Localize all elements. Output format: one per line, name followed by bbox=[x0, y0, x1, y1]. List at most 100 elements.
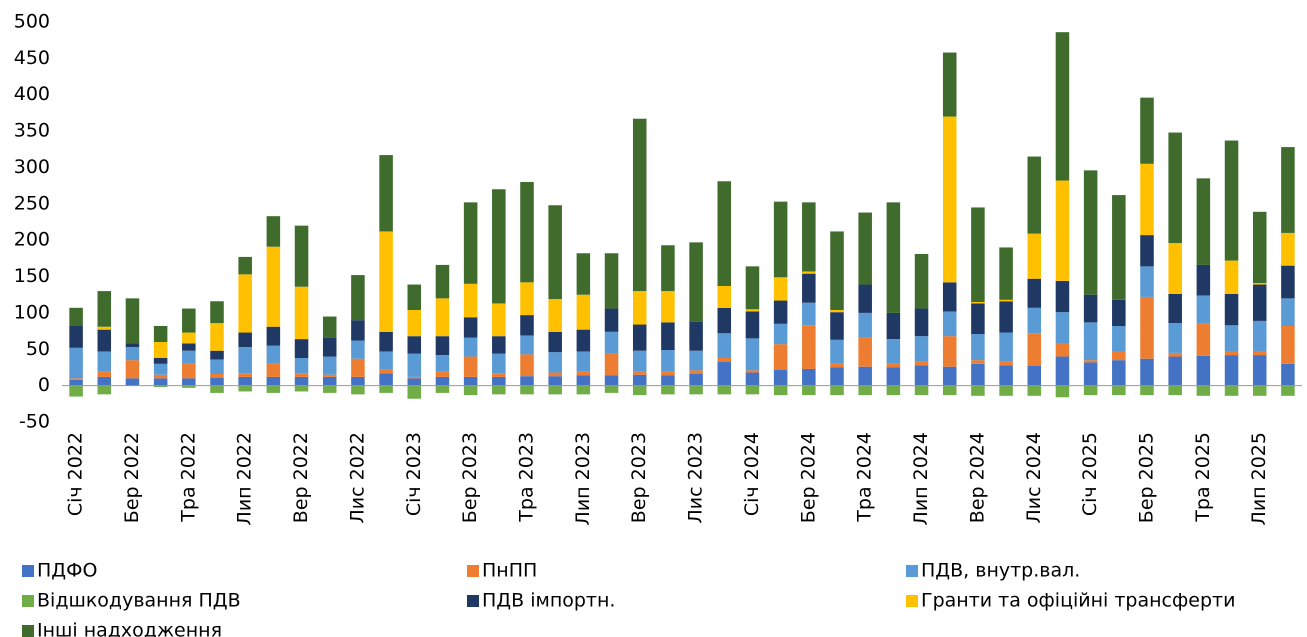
bar-segment bbox=[1168, 385, 1182, 396]
bar-segment bbox=[1224, 294, 1239, 326]
y-tick-label: 250 bbox=[14, 192, 50, 214]
bar-segment bbox=[548, 385, 562, 395]
bar-segment bbox=[1252, 320, 1267, 352]
bar-segment bbox=[1224, 140, 1239, 261]
x-tick-label: Лип 2024 bbox=[910, 432, 932, 525]
bar-segment bbox=[1112, 351, 1126, 361]
bar-segment bbox=[463, 202, 478, 284]
bar-segment bbox=[802, 325, 816, 369]
bar-segment bbox=[463, 356, 478, 377]
bar-segment bbox=[210, 359, 224, 374]
bar-segment bbox=[379, 331, 393, 352]
bar-segment bbox=[69, 378, 83, 380]
bar-segment bbox=[322, 356, 337, 375]
bar-segment bbox=[435, 371, 450, 377]
bar-segment bbox=[463, 337, 478, 357]
bar-segment bbox=[802, 385, 816, 396]
bar-segment bbox=[238, 332, 252, 348]
bar-segment bbox=[266, 385, 281, 393]
bar-segment bbox=[97, 326, 112, 330]
bar-segment bbox=[266, 246, 281, 327]
bar-segment bbox=[1140, 296, 1154, 359]
x-tick-label: Тра 2024 bbox=[854, 432, 876, 523]
bar-segment bbox=[858, 385, 872, 396]
bar-segment bbox=[632, 371, 647, 375]
bar-segment bbox=[886, 367, 901, 386]
bar-segment bbox=[830, 231, 844, 310]
bar-segment bbox=[548, 331, 562, 353]
bar-segment bbox=[745, 370, 760, 373]
bar-segment bbox=[717, 286, 732, 308]
bar-segment bbox=[604, 331, 619, 354]
bar-segment bbox=[717, 181, 732, 286]
bar-segment bbox=[661, 385, 675, 395]
bar-segment bbox=[1055, 312, 1070, 344]
bar-segment bbox=[1140, 358, 1154, 386]
bar-segment bbox=[1027, 233, 1042, 279]
bar-segment bbox=[773, 201, 788, 278]
bar-segment bbox=[351, 340, 365, 359]
x-tick-label: Бер 2023 bbox=[459, 432, 481, 523]
bar-segment bbox=[238, 256, 252, 275]
bar-segment bbox=[773, 344, 788, 370]
bar-segment bbox=[435, 264, 450, 299]
bar-segment bbox=[463, 283, 478, 318]
bar-segment bbox=[182, 332, 196, 344]
bar-segment bbox=[463, 385, 478, 396]
y-tick-label: 450 bbox=[14, 47, 50, 69]
bar-segment bbox=[576, 375, 591, 386]
bar-segment bbox=[1140, 385, 1154, 396]
bar-segment bbox=[999, 385, 1013, 396]
bar-segment bbox=[1055, 180, 1070, 281]
bar-segment bbox=[1055, 280, 1070, 313]
bar-segment bbox=[689, 321, 703, 351]
bar-segment bbox=[210, 377, 224, 386]
bar-segment bbox=[1140, 266, 1154, 297]
bar-segment bbox=[773, 385, 788, 396]
bar-segment bbox=[322, 337, 337, 357]
bar-segment bbox=[830, 363, 844, 368]
bar-segment bbox=[322, 316, 337, 338]
legend-label: ПДФО bbox=[37, 560, 97, 582]
bar-segment bbox=[1224, 260, 1239, 294]
bar-segment bbox=[689, 242, 703, 322]
bar-segment bbox=[407, 378, 422, 386]
bar-segment bbox=[1083, 362, 1098, 386]
bar-segment bbox=[435, 385, 450, 393]
bar-segment bbox=[942, 116, 957, 283]
bar-segment bbox=[1281, 147, 1295, 233]
bar-segment bbox=[1055, 356, 1070, 386]
bar-segment bbox=[238, 373, 252, 377]
y-tick-label: 400 bbox=[14, 83, 50, 105]
bar-segment bbox=[1083, 360, 1098, 363]
bar-segment bbox=[604, 385, 619, 393]
bar-segment bbox=[1112, 360, 1126, 386]
bar-segment bbox=[914, 365, 929, 386]
bar-segment bbox=[689, 385, 703, 395]
legend-label: ПнПП bbox=[482, 560, 537, 582]
bar-segment bbox=[971, 385, 985, 396]
bar-segment bbox=[69, 347, 83, 379]
bar-segment bbox=[1168, 132, 1182, 244]
bar-segment bbox=[548, 372, 562, 377]
bar-segment bbox=[632, 118, 647, 292]
bar-segment bbox=[1252, 211, 1267, 284]
bar-segment bbox=[351, 275, 365, 321]
bar-segment bbox=[830, 312, 844, 340]
bar-segment bbox=[632, 291, 647, 325]
bar-segment bbox=[1224, 351, 1239, 356]
bar-segment bbox=[1281, 298, 1295, 326]
bar-segment bbox=[379, 373, 393, 386]
bar-segment bbox=[520, 376, 534, 386]
bar-segment bbox=[351, 376, 365, 386]
bar-segment bbox=[717, 361, 732, 386]
bar-segment bbox=[830, 339, 844, 364]
legend-swatch bbox=[22, 595, 34, 607]
bar-segment bbox=[69, 307, 83, 326]
bar-segment bbox=[576, 253, 591, 295]
bar-segment bbox=[97, 371, 112, 377]
bar-segment bbox=[942, 311, 957, 337]
bar-segment bbox=[942, 52, 957, 117]
bar-segment bbox=[97, 291, 112, 327]
